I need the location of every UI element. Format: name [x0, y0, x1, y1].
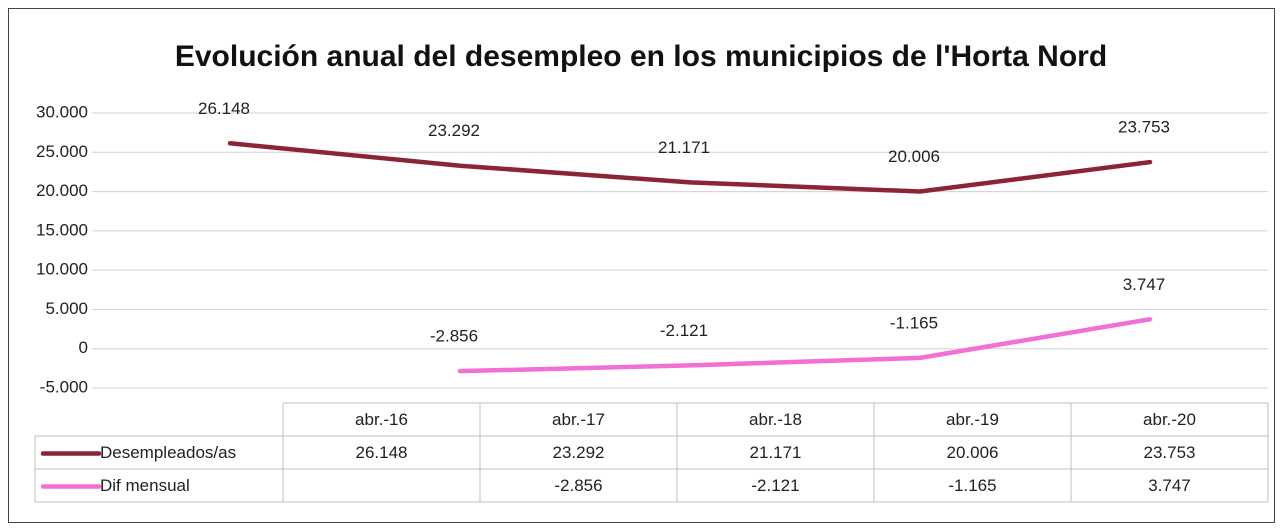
table-cell: 3.747 [1148, 476, 1191, 495]
table-cell: 23.753 [1144, 443, 1196, 462]
table-header: abr.-17 [552, 410, 605, 429]
table-cell: 20.006 [947, 443, 999, 462]
data-label: 3.747 [1123, 275, 1166, 294]
y-tick-label: 20.000 [36, 181, 88, 200]
y-tick-label: 0 [79, 338, 88, 357]
table-cell: 21.171 [750, 443, 802, 462]
y-tick-label: 30.000 [36, 102, 88, 121]
table-header: abr.-20 [1143, 410, 1196, 429]
line-series [227, 141, 1153, 194]
data-label: -2.121 [660, 321, 708, 340]
y-tick-label: 5.000 [45, 299, 88, 318]
legend-label: Dif mensual [100, 476, 190, 495]
y-tick-label: 10.000 [36, 260, 88, 279]
table-cell: -1.165 [948, 476, 996, 495]
table-cell: 26.148 [356, 443, 408, 462]
table-cell: -2.121 [751, 476, 799, 495]
table-header: abr.-18 [749, 410, 802, 429]
data-label: -1.165 [890, 313, 938, 332]
data-label: 20.006 [888, 147, 940, 166]
data-label: 26.148 [198, 99, 250, 118]
chart-title: Evolución anual del desempleo en los mun… [175, 40, 1107, 73]
chart-frame [8, 8, 1275, 523]
legend-label: Desempleados/as [100, 443, 236, 462]
data-label: 23.753 [1118, 118, 1170, 137]
y-tick-label: 25.000 [36, 142, 88, 161]
data-label: 21.171 [658, 138, 710, 157]
data-label: 23.292 [428, 121, 480, 140]
table-header: abr.-19 [946, 410, 999, 429]
table-cell: -2.856 [554, 476, 602, 495]
y-tick-label: 15.000 [36, 220, 88, 239]
table-header: abr.-16 [355, 410, 408, 429]
table-cell: 23.292 [553, 443, 605, 462]
y-tick-label: -5.000 [40, 377, 88, 396]
data-label: -2.856 [430, 327, 478, 346]
line-series [457, 317, 1153, 374]
